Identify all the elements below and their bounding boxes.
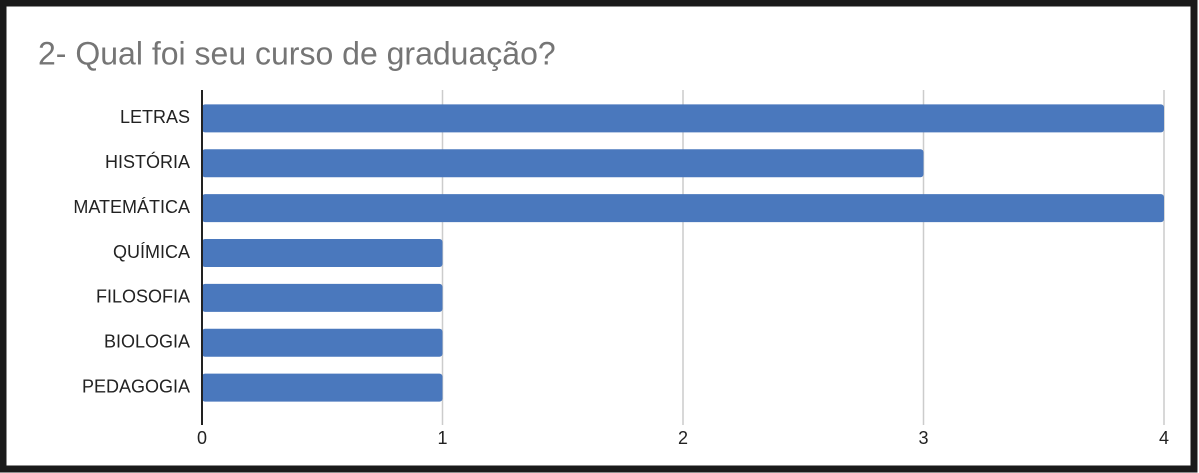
chart-title: 2- Qual foi seu curso de graduação? [38, 35, 556, 71]
bar [202, 328, 443, 357]
y-tick-label: PEDAGOGIA [82, 376, 190, 396]
bar [202, 104, 1164, 133]
x-tick-label: 4 [1159, 428, 1169, 448]
bar [202, 373, 443, 402]
x-tick-label: 2 [678, 428, 688, 448]
y-tick-label: HISTÓRIA [105, 151, 190, 172]
x-tick-label: 0 [197, 428, 207, 448]
bar [202, 283, 443, 312]
bar [202, 194, 1164, 223]
y-tick-label: QUÍMICA [113, 242, 190, 262]
y-tick-label: FILOSOFIA [96, 287, 190, 307]
y-tick-label: LETRAS [120, 107, 190, 127]
x-tick-label: 1 [437, 428, 447, 448]
y-tick-label: MATEMÁTICA [73, 197, 190, 217]
bar [202, 239, 443, 267]
bar [202, 149, 924, 178]
x-tick-label: 3 [918, 428, 928, 448]
y-tick-label: BIOLOGIA [104, 331, 190, 351]
